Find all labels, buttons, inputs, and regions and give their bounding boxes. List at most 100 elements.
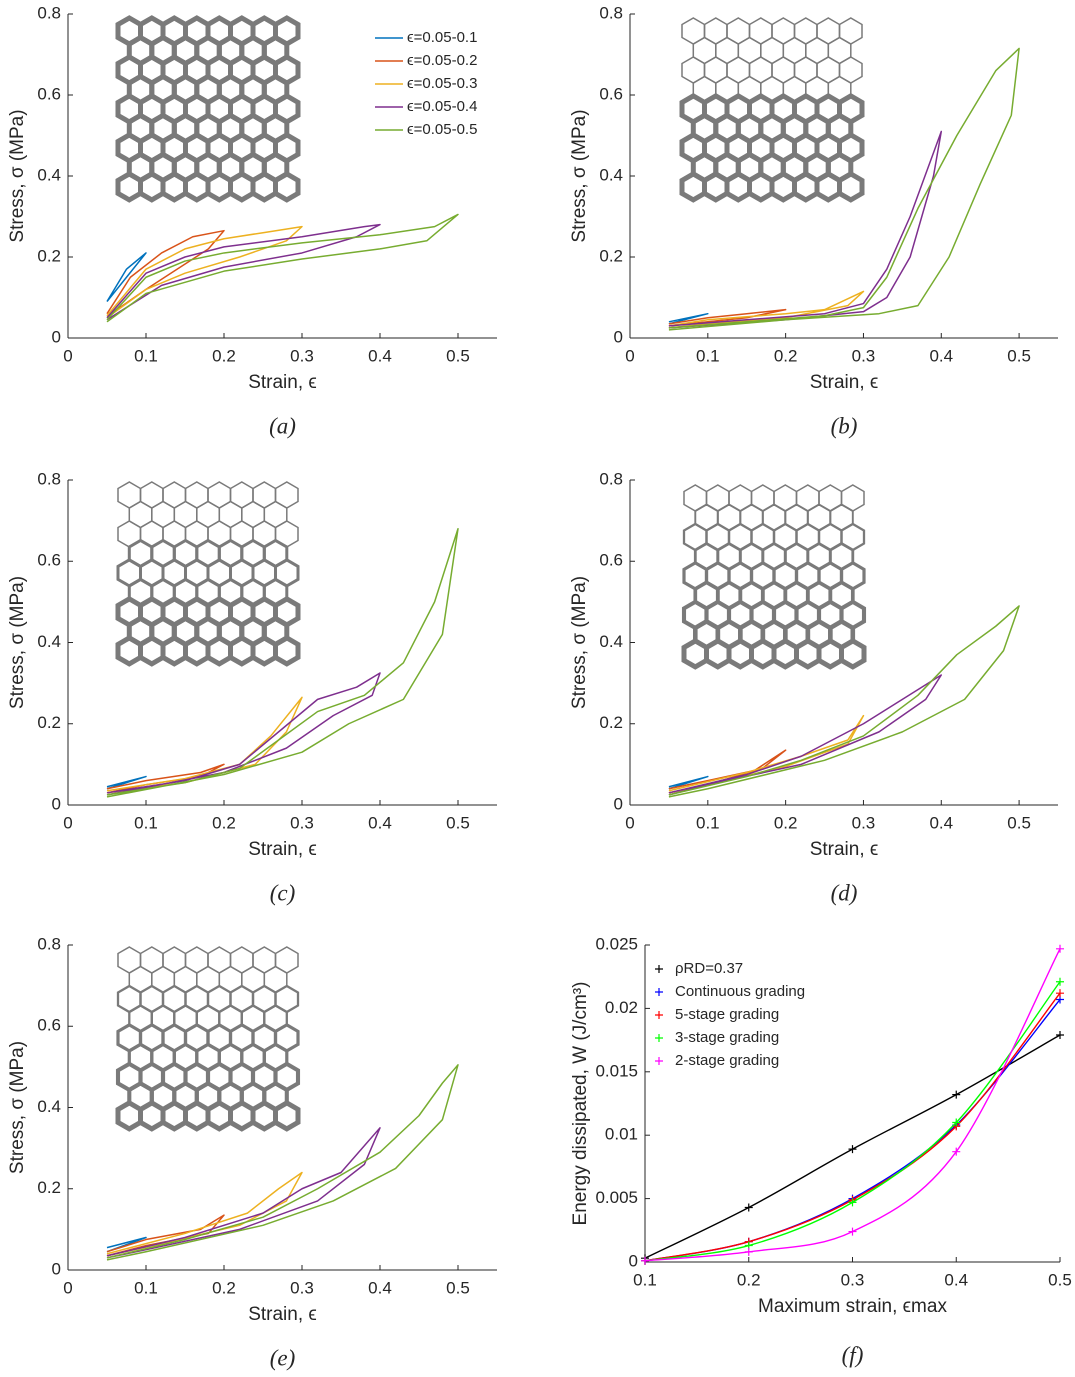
x-tick-label: 0.2 xyxy=(212,1278,236,1297)
honeycomb-cell xyxy=(749,638,777,670)
hysteresis-loop xyxy=(106,213,459,323)
honeycomb-cell xyxy=(205,171,233,203)
x-tick-label: 0.1 xyxy=(134,1278,158,1297)
hysteresis-loop xyxy=(106,1171,303,1257)
panel: 0 0.1 0.2 0.3 0.4 0.5 0 0.2 0.4 0.6 0.8 Strain, ϵ St… xyxy=(569,469,1058,905)
hysteresis-loop xyxy=(106,775,147,790)
panel-caption: (c) xyxy=(270,880,296,905)
hysteresis-loop xyxy=(668,290,865,329)
y-tick-label: 0 xyxy=(52,1259,61,1278)
honeycomb-cell xyxy=(814,171,842,203)
y-tick-label: 0.6 xyxy=(599,84,623,103)
honeycomb-cell xyxy=(250,1100,278,1132)
x-tick-label: 0.4 xyxy=(944,1270,968,1289)
hysteresis-loop xyxy=(668,605,1020,798)
legend-marker xyxy=(655,1011,663,1019)
x-axis-label: Strain, ϵ xyxy=(248,839,317,860)
y-tick-label: 0.6 xyxy=(37,1016,61,1035)
honeycomb-cell xyxy=(228,635,256,667)
x-tick-label: 0.5 xyxy=(446,1278,470,1297)
x-tick-label: 0.3 xyxy=(852,813,876,832)
x-tick-label: 0.4 xyxy=(368,346,392,365)
legend-marker xyxy=(655,988,663,996)
hysteresis-loop xyxy=(106,225,303,319)
x-tick-label: 0 xyxy=(625,346,634,365)
panel-caption: (d) xyxy=(831,880,858,905)
honeycomb-inset xyxy=(681,484,867,670)
y-axis-label: Stress, σ (MPa) xyxy=(569,576,590,709)
data-point xyxy=(641,1256,649,1265)
honeycomb-cell xyxy=(250,171,278,203)
x-tick-label: 0.1 xyxy=(134,813,158,832)
honeycomb-inset xyxy=(115,481,301,667)
legend-label: ϵ=0.05-0.3 xyxy=(407,75,477,92)
legend-label: 3-stage grading xyxy=(675,1029,779,1046)
honeycomb-cell xyxy=(228,171,256,203)
honeycomb-cell xyxy=(747,171,775,203)
legend-marker xyxy=(655,1034,663,1042)
data-point xyxy=(744,1247,753,1256)
honeycomb-cell xyxy=(183,635,211,667)
panel-caption: (a) xyxy=(269,413,296,438)
x-tick-label: 0.3 xyxy=(290,1278,314,1297)
honeycomb-cell xyxy=(205,635,233,667)
x-tick-label: 0.4 xyxy=(368,813,392,832)
x-axis-label: Strain, ϵ xyxy=(810,372,879,393)
honeycomb-cell xyxy=(183,171,211,203)
hysteresis-loop xyxy=(668,130,943,329)
data-point xyxy=(1056,989,1064,998)
x-axis-label: Maximum strain, ϵmax xyxy=(758,1296,947,1317)
honeycomb-cell xyxy=(681,638,709,670)
y-tick-label: 0.2 xyxy=(37,246,61,265)
x-tick-label: 0.3 xyxy=(852,346,876,365)
panel: 0 0.1 0.2 0.3 0.4 0.5 0 0.2 0.4 0.6 0.8 Strain, ϵ St… xyxy=(7,469,497,905)
honeycomb-cell xyxy=(228,1100,256,1132)
legend-label: ρRD=0.37 xyxy=(675,960,743,977)
y-tick-label: 0.4 xyxy=(599,165,623,184)
data-point xyxy=(1056,944,1064,953)
honeycomb-cell xyxy=(837,171,865,203)
hysteresis-loop xyxy=(106,1064,459,1261)
honeycomb-cell xyxy=(183,1100,211,1132)
x-tick-label: 0.4 xyxy=(929,813,953,832)
panel-caption: (b) xyxy=(831,413,858,438)
y-tick-label: 0.6 xyxy=(599,551,623,570)
y-tick-label: 0 xyxy=(629,1251,638,1270)
y-axis-label: Stress, σ (MPa) xyxy=(569,109,590,242)
y-tick-label: 0.025 xyxy=(595,934,638,953)
legend-label: ϵ=0.05-0.5 xyxy=(407,121,477,138)
y-tick-label: 0.8 xyxy=(37,469,61,488)
data-point xyxy=(744,1203,753,1212)
y-tick-label: 0.02 xyxy=(605,998,638,1017)
legend-label: ϵ=0.05-0.1 xyxy=(407,29,477,46)
y-tick-label: 0.6 xyxy=(37,551,61,570)
y-tick-label: 0.4 xyxy=(37,632,61,651)
x-tick-label: 0 xyxy=(63,813,72,832)
legend-label: ϵ=0.05-0.4 xyxy=(407,98,477,115)
x-tick-label: 0.2 xyxy=(212,813,236,832)
honeycomb-cell xyxy=(702,171,730,203)
legend-label: ϵ=0.05-0.2 xyxy=(407,52,477,69)
legend-marker xyxy=(655,1057,663,1065)
x-tick-label: 0.3 xyxy=(290,813,314,832)
honeycomb-inset xyxy=(679,17,865,203)
x-tick-label: 0.4 xyxy=(929,346,953,365)
x-tick-label: 0.5 xyxy=(1007,346,1031,365)
x-tick-label: 0.2 xyxy=(737,1270,761,1289)
y-axis-label: Stress, σ (MPa) xyxy=(7,576,28,709)
x-tick-label: 0.1 xyxy=(696,346,720,365)
y-axis-label: Stress, σ (MPa) xyxy=(7,1041,28,1174)
hysteresis-loop xyxy=(668,775,709,790)
y-tick-label: 0.015 xyxy=(595,1061,638,1080)
honeycomb-cell xyxy=(115,635,143,667)
honeycomb-cell xyxy=(160,1100,188,1132)
y-axis-label: Stress, σ (MPa) xyxy=(7,109,28,242)
y-tick-label: 0.4 xyxy=(37,1097,61,1116)
y-tick-label: 0.8 xyxy=(599,3,623,22)
x-tick-label: 0.5 xyxy=(1048,1270,1072,1289)
honeycomb-cell xyxy=(138,635,166,667)
fit-curve xyxy=(644,981,1061,1262)
y-axis-label: Energy dissipated, W (J/cm³) xyxy=(570,982,591,1226)
honeycomb-cell xyxy=(115,171,143,203)
